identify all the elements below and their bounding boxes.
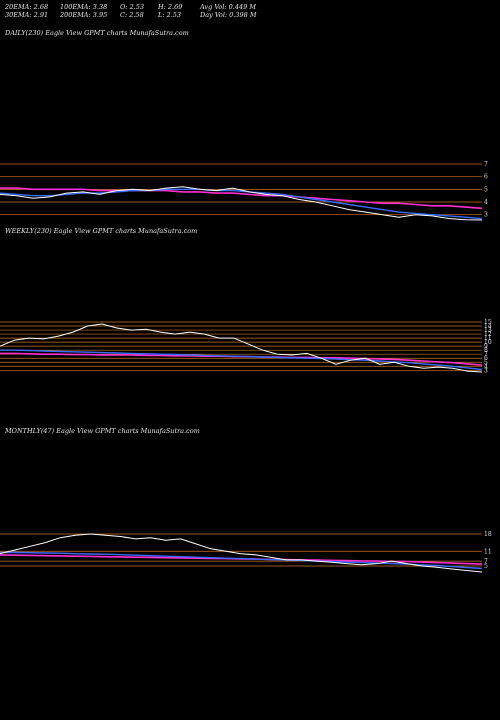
high-value: H: 2.69 [158,3,183,11]
price-line [0,186,483,221]
y-tick-label: 14 [484,323,492,330]
ema200-value: 200EMA: 3.95 [60,11,108,19]
y-tick-label: 12 [484,331,492,338]
y-tick-label: 18 [484,531,492,538]
price-line [0,533,483,573]
y-tick-label: 3 [484,367,488,374]
ema-long-line [0,187,483,210]
ema30-value: 30EMA: 2.91 [5,11,49,19]
open-value: O: 2.53 [120,3,145,11]
ema100-value: 100EMA: 3.38 [60,3,108,11]
monthly-chart: 18 11 75 [0,531,492,573]
weekly-chart-title: WEEKLY(230) Eagle View GPMT charts Munaf… [5,227,198,235]
daily-chart-title: DAILY(230) Eagle View GPMT charts Munafa… [5,29,189,37]
y-tick-label: 8 [484,347,488,354]
y-tick-label: 7 [484,351,488,358]
ema-short-line [0,551,483,570]
close-value: C: 2.58 [120,11,144,19]
y-tick-label: 4 [484,363,488,370]
y-tick-label: 5 [484,186,488,193]
y-tick-label: 13 [484,327,492,334]
ema-long-line [0,554,483,565]
avg-vol-value: Avg Vol: 0.449 M [200,3,257,11]
y-tick-label: 11 [484,335,492,342]
y-tick-label: 5 [484,563,488,570]
price-line [0,323,483,373]
y-tick-label: 7 [484,558,488,565]
y-tick-label: 4 [484,199,488,206]
day-vol-value: Day Vol: 0.398 M [200,11,257,19]
y-tick-label: 15 [484,319,492,326]
y-tick-label: 6 [484,174,488,181]
y-tick-label: 7 [484,161,488,168]
monthly-chart-title: MONTHLY(47) Eagle View GPMT charts Munaf… [5,427,200,435]
low-value: L: 2.53 [158,11,182,19]
y-tick-label: 10 [484,339,492,346]
daily-chart: 7 6 5 4 3 [0,161,488,221]
ema-short-line [0,188,483,220]
ema-short-line [0,349,483,371]
y-tick-label: 6 [484,355,488,362]
y-tick-label: 9 [484,343,488,350]
y-tick-label: 11 [484,548,492,555]
y-tick-label: 3 [484,212,488,219]
y-tick-label: 5 [484,359,488,366]
ema20-value: 20EMA: 2.68 [5,3,49,11]
